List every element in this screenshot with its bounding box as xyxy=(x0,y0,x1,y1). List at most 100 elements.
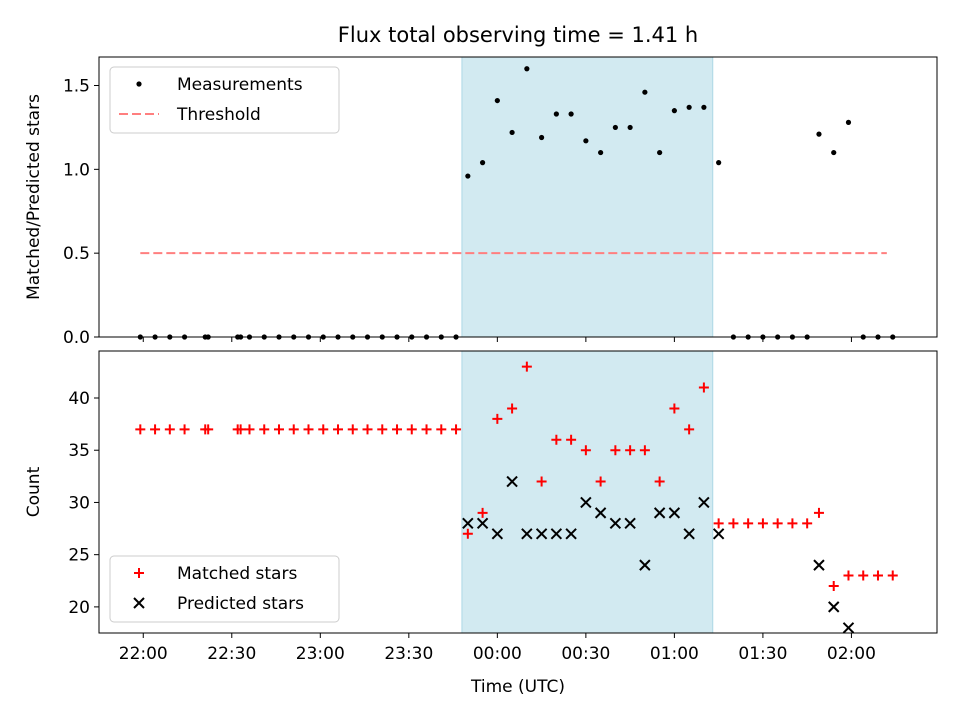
matched-stars-point xyxy=(303,424,314,435)
predicted-stars-point xyxy=(491,528,504,540)
measurements-point xyxy=(657,149,663,156)
measurements-point xyxy=(539,134,545,141)
predicted-stars-point xyxy=(624,517,636,530)
measurements-point xyxy=(494,97,500,104)
y-tick-label: 35 xyxy=(68,441,90,461)
legend-box xyxy=(109,66,340,134)
measurements-point xyxy=(627,124,633,131)
matched-stars-point xyxy=(887,570,898,581)
x-tick-label: 22:00 xyxy=(119,644,168,664)
matched-stars-point xyxy=(828,581,839,591)
matched-stars-point xyxy=(203,424,214,435)
matched-stars-point xyxy=(713,518,724,529)
matched-stars-point xyxy=(872,570,883,581)
measurements-point xyxy=(568,111,574,117)
matched-stars-point xyxy=(492,413,503,424)
top-panel: 0.0 0.5 1.0 1.5 Matched/Predicted stars Flux … xyxy=(24,23,938,348)
matched-stars-point xyxy=(551,434,562,445)
matched-stars-point xyxy=(150,424,161,435)
legend: Matched stars Predicted stars xyxy=(109,555,340,623)
measurements-point xyxy=(642,89,648,95)
matched-stars-point xyxy=(421,424,432,435)
predicted-stars-point xyxy=(550,528,563,540)
matched-stars-point xyxy=(135,424,146,435)
predicted-stars-point xyxy=(683,528,695,540)
x-tick-label: 02:00 xyxy=(827,644,876,664)
matched-stars-point xyxy=(164,424,175,435)
predicted-stars-point xyxy=(580,496,592,509)
matched-stars-point xyxy=(318,424,329,435)
matched-stars-point xyxy=(787,518,798,529)
y-tick-label: 40 xyxy=(68,389,90,409)
predicted-stars-point xyxy=(506,475,518,488)
predicted-stars-point xyxy=(813,559,825,571)
matched-stars-point xyxy=(462,528,473,539)
matched-stars-point xyxy=(259,424,270,435)
measurements-point xyxy=(845,119,852,125)
x-tick-label: 23:30 xyxy=(384,644,433,664)
matched-stars-point xyxy=(451,424,462,435)
y-axis-label: Count xyxy=(24,466,44,517)
matched-stars-point xyxy=(406,424,417,435)
matched-stars-point xyxy=(684,424,695,435)
highlight-span xyxy=(461,350,714,634)
measurements-point xyxy=(701,104,707,110)
matched-stars-point xyxy=(757,518,768,529)
matched-stars-point xyxy=(244,424,255,435)
measurements-point xyxy=(465,173,471,179)
axes-frame xyxy=(98,350,938,634)
predicted-stars-point xyxy=(521,528,533,540)
matched-stars-point xyxy=(654,476,665,487)
y-tick-label: 20 xyxy=(68,598,90,618)
measurements-point xyxy=(509,129,515,136)
matched-stars-point xyxy=(347,424,358,435)
y-tick-label: 0.0 xyxy=(63,328,90,348)
predicted-stars-point xyxy=(594,507,607,519)
matched-stars-point xyxy=(536,476,547,487)
legend-predicted-stars-swatch xyxy=(133,597,145,609)
predicted-stars-point xyxy=(609,517,622,530)
matched-stars-point xyxy=(521,361,532,372)
matched-stars-point xyxy=(698,382,709,393)
y-tick-label: 1.5 xyxy=(63,77,90,97)
measurements-point xyxy=(612,124,618,131)
y-axis-label: Matched/Predicted stars xyxy=(24,94,44,300)
legend-label: Measurements xyxy=(177,75,303,95)
measurements-point xyxy=(553,111,559,117)
matched-stars-point xyxy=(392,424,403,435)
x-tick-label: 22:30 xyxy=(207,644,256,664)
measurements-point xyxy=(583,138,589,144)
predicted-stars-point xyxy=(653,507,666,519)
matched-stars-point xyxy=(639,445,650,456)
y-tick-label: 1.0 xyxy=(63,160,90,180)
matched-stars-point xyxy=(802,518,813,529)
matched-stars-point xyxy=(179,424,190,435)
matched-stars-point xyxy=(743,518,754,529)
matched-stars-point xyxy=(843,570,854,581)
highlight-span xyxy=(461,56,714,338)
measurements-point xyxy=(671,108,677,114)
matched-stars-point xyxy=(333,424,344,435)
legend-label: Predicted stars xyxy=(177,594,304,614)
matched-stars-point xyxy=(377,424,388,435)
legend-box xyxy=(109,555,340,623)
y-tick-label: 25 xyxy=(68,546,90,566)
measurements-point xyxy=(524,66,530,72)
measurements-point xyxy=(816,131,822,137)
predicted-stars-point xyxy=(668,507,681,519)
matched-stars-point xyxy=(507,403,518,414)
predicted-stars-point xyxy=(698,496,710,509)
matched-stars-point xyxy=(728,518,739,529)
predicted-stars-point xyxy=(712,528,725,540)
matched-stars-point xyxy=(235,424,246,435)
legend-measurements-swatch xyxy=(136,81,142,87)
matched-stars-point xyxy=(566,434,577,445)
bottom-panel: 20 25 30 35 40 22:00 22:30 23:00 23:30 00:00 00:30… xyxy=(24,350,938,697)
matched-stars-point xyxy=(273,424,284,435)
legend-label: Threshold xyxy=(176,105,261,125)
matched-stars-point xyxy=(625,445,636,456)
y-tick-label: 30 xyxy=(68,493,90,513)
predicted-stars-point xyxy=(535,528,548,540)
matched-stars-point xyxy=(595,476,606,487)
